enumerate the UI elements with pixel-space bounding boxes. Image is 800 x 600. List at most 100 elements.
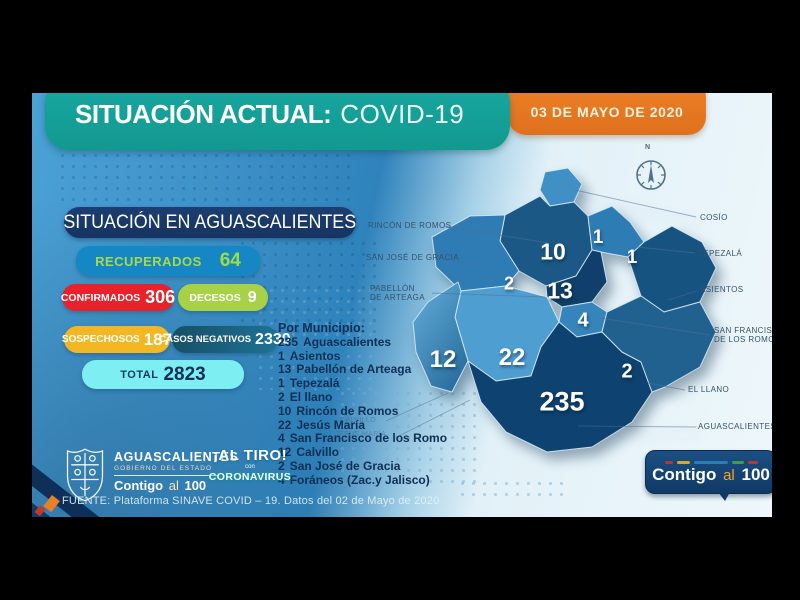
municipio-name: San José de Gracia: [289, 458, 401, 473]
brand-al: al: [168, 478, 179, 493]
al-tiro-coronavirus: CORONAVIRUS: [208, 471, 292, 483]
date-text: 03 DE MAYO DE 2020: [530, 104, 684, 120]
region-el-llano: [601, 295, 717, 393]
dot-pattern: [457, 478, 567, 504]
badge-text: Contigo al 100: [652, 466, 770, 484]
region-pabellon: [545, 249, 608, 308]
map-value-asientos: 1: [626, 247, 638, 268]
page-title: SITUACIÓN ACTUAL:: [75, 99, 332, 129]
municipio-count: 4: [278, 431, 285, 446]
municipio-name: Tepezalá: [289, 376, 340, 391]
municipio-name: El llano: [289, 389, 333, 404]
stat-label: TOTAL: [120, 368, 159, 381]
municipio-name: Calvillo: [296, 445, 340, 460]
covid-infographic: SITUACIÓN ACTUAL: COVID-19 03 DE MAYO DE…: [32, 93, 772, 517]
municipio-count: 4: [278, 472, 285, 487]
stat-value: 2823: [163, 363, 206, 385]
map-label-pabellon-2: DE ARTEAGA: [370, 293, 425, 302]
stat-value: 306: [145, 287, 176, 307]
map-value-aguascalientes: 235: [539, 386, 585, 417]
state-coat-of-arms-icon: [66, 448, 104, 502]
gov-subtitle: GOBIERNO DEL ESTADO: [114, 465, 213, 472]
brand-contigo: Contigo: [114, 478, 164, 493]
page-title-covid: COVID-19: [340, 99, 465, 129]
map-label-cosio: COSÍO: [700, 213, 728, 222]
map-value-san-jose: 2: [503, 273, 515, 294]
badge-dash: [693, 460, 728, 464]
gov-brand: Contigo al 100: [114, 478, 238, 493]
badge-tail: [718, 492, 730, 501]
section-title: SITUACIÓN EN AGUASCALIENTES: [63, 211, 357, 233]
map-value-pabellon: 13: [547, 277, 573, 304]
region-san-jose-de-gracia: [431, 214, 520, 292]
gov-logo-text: AGUASCALIENTES GOBIERNO DEL ESTADO Conti…: [114, 450, 238, 493]
list-item: 2 San José de Gracia: [278, 458, 447, 474]
aguascalientes-map: [385, 167, 717, 453]
map-label-san-francisco-1: SAN FRANCISCO: [714, 326, 772, 335]
map-value-calvillo: 12: [429, 346, 457, 373]
compass-north-label: N: [645, 144, 651, 151]
map-value-tepezala: 1: [592, 227, 604, 248]
list-item: 22 Jesús María: [278, 417, 447, 433]
stat-label: CONFIRMADOS: [60, 291, 141, 304]
stat-casos-negativos: CASOS NEGATIVOS 2330: [159, 326, 291, 353]
map-label-pabellon-1: PABELLÓN: [370, 284, 415, 293]
list-item: 4 San Francisco de los Romo: [278, 431, 448, 446]
stat-recuperados: RECUPERADOS 64: [76, 246, 260, 276]
map-label-san-jose: SAN JOSÉ DE GRACIA: [366, 253, 459, 262]
label-leader-lines: [385, 189, 711, 438]
al-tiro-badge: ¡AL TIRO! con CORONAVIRUS: [200, 447, 300, 483]
stat-sospechosos: SOSPECHOSOS 187: [62, 326, 172, 353]
badge-contigo: Contigo: [652, 464, 717, 484]
municipio-count: 2: [278, 389, 285, 404]
badge-dashes: [664, 460, 758, 464]
municipio-name: Jesús María: [296, 417, 366, 432]
stat-label: CASOS NEGATIVOS: [159, 334, 252, 345]
region-cosio: [539, 167, 583, 207]
municipio-count: 1: [278, 376, 285, 391]
stat-label: DECESOS: [189, 291, 241, 304]
al-tiro-con: con: [245, 464, 255, 470]
municipio-count: 13: [278, 362, 292, 377]
stat-label: RECUPERADOS: [95, 253, 202, 269]
map-label-el-llano: EL LLANO: [688, 385, 730, 394]
list-item: 2 El llano: [278, 389, 447, 405]
municipio-count: 10: [278, 403, 292, 418]
map-label-calvillo: CALVILLO: [340, 417, 377, 424]
source-note: FUENTE: Plataforma SINAVE COVID – 19. Da…: [62, 495, 440, 507]
municipio-count: 235: [278, 334, 299, 349]
divider: [114, 475, 218, 476]
map-value-el-llano: 2: [621, 360, 633, 383]
stat-decesos: DECESOS 9: [178, 284, 268, 311]
stat-value: 2330: [255, 330, 291, 348]
stat-value: 64: [219, 250, 241, 271]
municipio-count: 2: [278, 458, 285, 473]
gov-name: AGUASCALIENTES: [114, 450, 239, 464]
stat-value: 9: [247, 288, 257, 306]
map-label-aguascalientes: AGUASCALIENTES: [698, 422, 772, 431]
al-tiro-title: ¡AL TIRO!: [212, 447, 288, 464]
title-banner: SITUACIÓN ACTUAL: COVID-19: [45, 93, 510, 150]
badge-dash: [747, 460, 758, 464]
map-label-rincon: RINCÓN DE ROMOS: [368, 221, 452, 230]
dot-pattern: [337, 388, 477, 483]
map-value-san-francisco: 4: [577, 309, 589, 332]
compass-icon: [636, 160, 666, 190]
stat-confirmados: CONFIRMADOS 306: [60, 284, 176, 311]
badge-dash: [731, 460, 744, 464]
map-label-asientos: ASIENTOS: [700, 285, 744, 294]
list-item: 10 Rincón de Romos: [278, 403, 447, 419]
brand-100: 100: [184, 478, 207, 493]
date-banner: 03 DE MAYO DE 2020: [508, 93, 706, 135]
map-value-jesus-maria: 22: [498, 344, 526, 371]
region-calvillo: [412, 281, 469, 393]
dot-pattern: [57, 150, 352, 202]
municipio-count: 12: [278, 445, 292, 460]
contigo-al-100-badge: Contigo al 100: [645, 450, 772, 494]
section-banner: SITUACIÓN EN AGUASCALIENTES: [64, 207, 356, 238]
badge-dash: [664, 460, 673, 464]
badge-al: al: [723, 466, 735, 484]
list-item: 4 Foráneos (Zac.y Jalisco): [278, 472, 447, 488]
municipio-name: San Francisco de los Romo: [289, 431, 448, 446]
municipio-count: 1: [278, 348, 285, 363]
